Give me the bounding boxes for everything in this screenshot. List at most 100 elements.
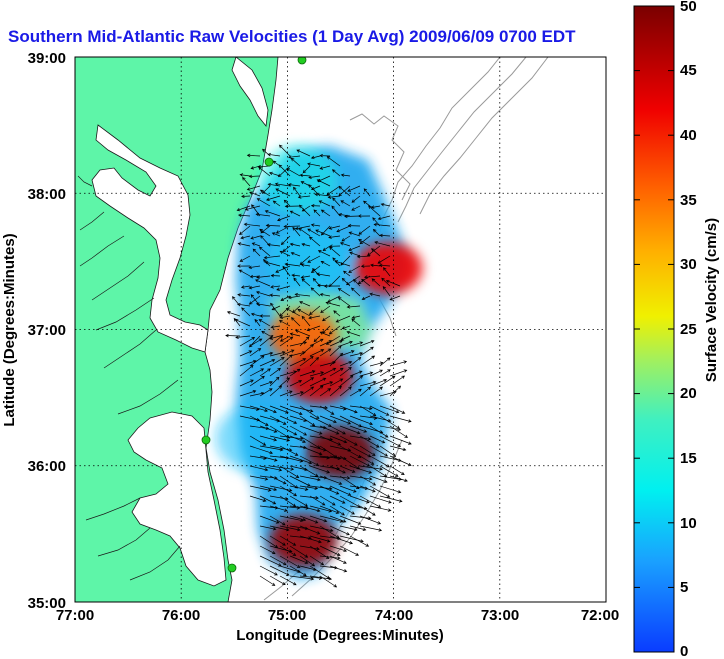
velocity-arrow bbox=[279, 349, 295, 357]
velocity-arrow bbox=[389, 475, 408, 483]
velocity-arrow bbox=[293, 277, 301, 287]
velocity-arrow bbox=[269, 293, 281, 297]
velocity-arrow bbox=[238, 269, 251, 277]
velocity-arrow bbox=[319, 495, 336, 506]
velocity-arrow bbox=[301, 315, 311, 327]
velocity-arrow bbox=[259, 435, 278, 442]
velocity-arrow bbox=[289, 351, 306, 357]
velocity-arrow bbox=[271, 232, 281, 237]
velocity-arrow bbox=[312, 268, 321, 277]
velocity-arrow bbox=[269, 535, 286, 546]
velocity-arrow bbox=[313, 209, 321, 217]
velocity-arrow bbox=[359, 405, 377, 417]
velocity-arrow bbox=[309, 385, 324, 397]
velocity-arrow bbox=[379, 425, 402, 432]
colorbar-tick-labels: 50 45 40 35 30 25 20 15 10 5 0 bbox=[680, 0, 697, 659]
velocity-arrow bbox=[287, 183, 301, 187]
velocity-arrow bbox=[348, 265, 361, 273]
colorbar-tick-label: 35 bbox=[680, 192, 697, 209]
velocity-arrow bbox=[329, 525, 350, 536]
velocity-arrow bbox=[378, 263, 391, 268]
velocity-arrow bbox=[255, 212, 271, 217]
velocity-arrow bbox=[309, 405, 329, 410]
velocity-arrow bbox=[329, 345, 342, 357]
velocity-arrow bbox=[308, 315, 321, 320]
velocity-arrow bbox=[349, 341, 364, 347]
velocity-arrow bbox=[255, 302, 271, 307]
velocity-arrow bbox=[279, 425, 298, 436]
velocity-arrow bbox=[348, 231, 361, 237]
velocity-arrow bbox=[278, 320, 291, 327]
velocity-arrow bbox=[339, 405, 358, 414]
velocity-arrow bbox=[243, 222, 261, 227]
velocity-arrow bbox=[299, 386, 315, 397]
velocity-arrow bbox=[377, 255, 391, 264]
velocity-arrow bbox=[369, 455, 390, 468]
velocity-arrow bbox=[359, 475, 377, 486]
velocity-arrow bbox=[249, 475, 269, 481]
velocity-arrow bbox=[289, 405, 314, 413]
velocity-arrow bbox=[338, 186, 351, 197]
velocity-arrow bbox=[289, 545, 309, 558]
velocity-arrow bbox=[278, 144, 291, 157]
velocity-arrow bbox=[269, 357, 285, 367]
velocity-arrow bbox=[249, 368, 265, 377]
velocity-arrow bbox=[351, 318, 361, 327]
velocity-arrow bbox=[381, 277, 391, 287]
velocity-arrow bbox=[294, 225, 311, 231]
velocity-arrow bbox=[389, 415, 412, 423]
velocity-arrow bbox=[379, 357, 391, 367]
velocity-arrow bbox=[264, 260, 281, 267]
velocity-arrow bbox=[379, 495, 403, 503]
velocity-arrow bbox=[300, 275, 311, 279]
velocity-arrow bbox=[297, 308, 311, 317]
x-tick-labels: 77:00 76:00 75:00 74:00 73:00 72:00 bbox=[56, 607, 619, 624]
velocity-arrow bbox=[329, 425, 346, 435]
velocity-arrow bbox=[319, 340, 333, 347]
velocity-arrow bbox=[288, 155, 301, 159]
velocity-arrow bbox=[332, 197, 341, 207]
velocity-arrow bbox=[302, 165, 311, 174]
velocity-arrow bbox=[293, 186, 301, 197]
velocity-arrow bbox=[279, 377, 291, 387]
velocity-arrow bbox=[259, 425, 278, 433]
velocity-arrow bbox=[319, 545, 341, 557]
velocity-arrow bbox=[259, 358, 276, 367]
velocity-arrow bbox=[239, 350, 253, 357]
velocity-arrow bbox=[249, 355, 265, 367]
velocity-arrow bbox=[299, 370, 316, 377]
velocity-arrow bbox=[239, 364, 254, 377]
velocity-arrow bbox=[265, 223, 281, 228]
velocity-arrow bbox=[326, 156, 341, 167]
velocity-arrow bbox=[349, 525, 367, 531]
velocity-region-chesapeake-mouth bbox=[269, 310, 338, 363]
velocity-arrow bbox=[299, 525, 321, 535]
velocity-arrow bbox=[318, 200, 331, 207]
velocity-region-south-band bbox=[285, 351, 354, 404]
velocity-arrow bbox=[237, 293, 251, 297]
velocity-arrow bbox=[259, 465, 283, 472]
velocity-arrow bbox=[329, 435, 348, 444]
velocity-arrow bbox=[254, 318, 261, 327]
velocity-arrow bbox=[280, 295, 291, 301]
velocity-arrow bbox=[310, 265, 321, 274]
velocity-arrow bbox=[353, 278, 361, 287]
velocity-arrow bbox=[299, 173, 311, 177]
velocity-arrow bbox=[307, 228, 321, 237]
velocity-arrow bbox=[349, 375, 364, 387]
velocity-arrow bbox=[269, 350, 286, 357]
velocity-arrow bbox=[269, 367, 281, 377]
velocity-arrow bbox=[359, 455, 375, 465]
velocity-arrow bbox=[270, 302, 281, 317]
velocity-arrow bbox=[356, 254, 371, 259]
velocity-arrow bbox=[332, 257, 341, 267]
velocity-arrow bbox=[239, 255, 251, 262]
velocity-arrow bbox=[309, 485, 333, 491]
velocity-arrow bbox=[309, 377, 327, 387]
velocity-region-hatteras-tip bbox=[269, 514, 338, 567]
velocity-arrow bbox=[369, 505, 392, 512]
velocity-arrow bbox=[269, 555, 287, 566]
velocity-arrow bbox=[307, 162, 321, 167]
velocity-arrow bbox=[335, 315, 351, 323]
velocity-arrow bbox=[299, 301, 311, 307]
